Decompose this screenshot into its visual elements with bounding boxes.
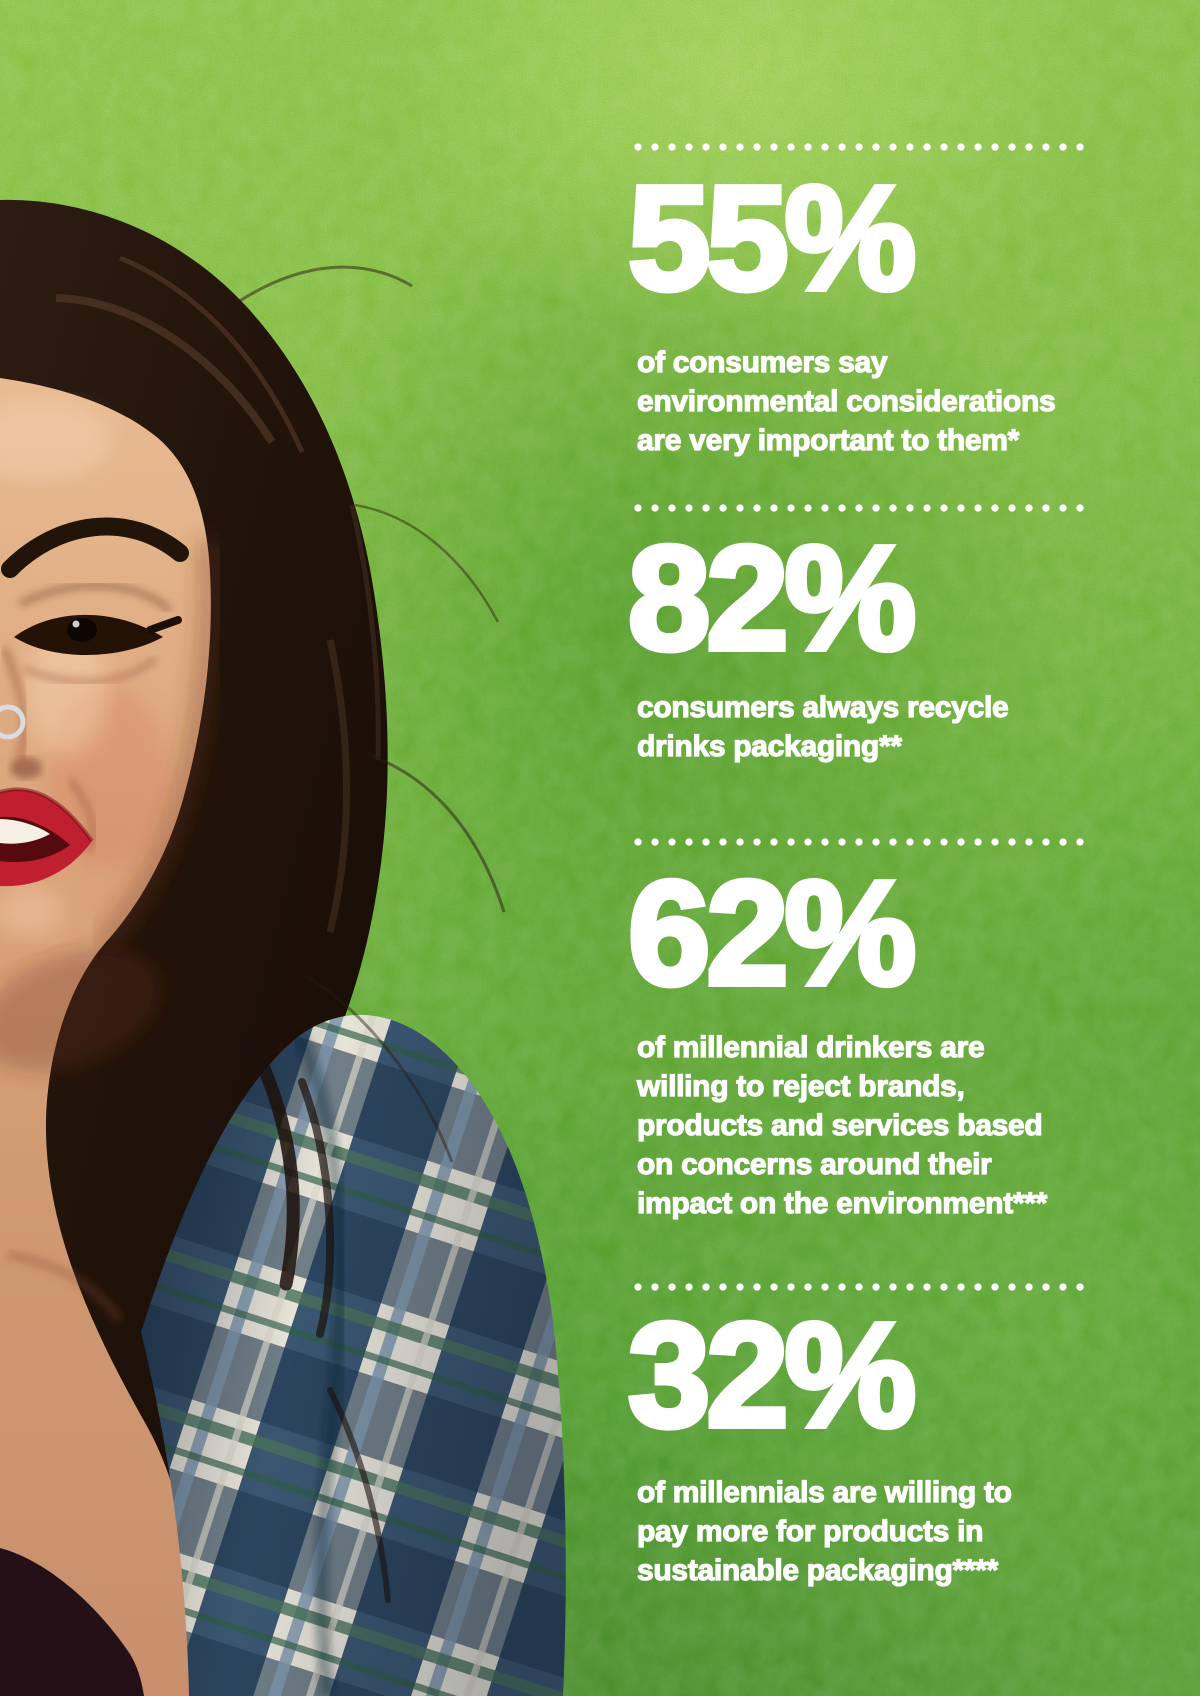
hair-front xyxy=(237,265,506,1603)
dotted-separator xyxy=(634,504,1093,512)
lip-edge xyxy=(0,787,94,843)
stat-description: of consumers say environmental considera… xyxy=(636,343,1056,460)
tank-strap xyxy=(0,1548,144,1696)
stat-description-line: drinks packaging** xyxy=(636,729,902,763)
stat-description-line: products and services based xyxy=(636,1108,1043,1142)
eyelid-crease xyxy=(18,581,173,613)
stat-description: of millennials are willing to pay more f… xyxy=(636,1473,1012,1590)
stat-description: consumers always recycle drinks packagin… xyxy=(636,688,1009,766)
stat-description: of millennial drinkers are willing to re… xyxy=(636,1028,1048,1223)
stat-value: 82% xyxy=(625,516,919,681)
flyaway-hair xyxy=(237,265,413,304)
face-features xyxy=(0,517,189,938)
woman-photo xyxy=(0,199,566,1696)
stat-value: 55% xyxy=(625,156,919,321)
stat-description-line: consumers always recycle xyxy=(636,690,1009,724)
nose-shadow xyxy=(0,646,29,760)
cheek-highlight xyxy=(24,624,108,756)
under-eye-line xyxy=(22,655,159,685)
stat-description-line: willing to reject brands, xyxy=(636,1069,965,1103)
stat-description-line: of millennials are willing to xyxy=(636,1475,1012,1509)
flyaway-hair xyxy=(354,503,500,623)
stat-value: 62% xyxy=(625,851,919,1016)
smile-line xyxy=(67,778,97,854)
shirt-fold xyxy=(292,1032,347,1696)
flyaway-hair xyxy=(371,754,506,913)
stat-description-line: sustainable packaging**** xyxy=(636,1553,998,1587)
stat-description-line: pay more for products in xyxy=(636,1514,984,1548)
stat-description-line: environmental considerations xyxy=(636,384,1056,418)
stat-description-line: on concerns around their xyxy=(636,1147,992,1181)
plaid-shirt xyxy=(141,1014,566,1696)
chin-highlight xyxy=(0,886,64,938)
stat-description-line: impact on the environment*** xyxy=(636,1186,1048,1220)
dotted-separator xyxy=(634,838,1093,846)
eye-glint xyxy=(72,620,80,628)
stat-description-line: are very important to them* xyxy=(636,423,1020,457)
stat-description-line: of consumers say xyxy=(636,345,888,379)
nose-ring xyxy=(0,704,26,740)
eyeliner-wing xyxy=(146,616,182,634)
flyaway-hair xyxy=(304,973,454,1163)
stat-description-line: of millennial drinkers are xyxy=(636,1030,985,1064)
eyebrow xyxy=(1,517,189,578)
dotted-separator xyxy=(634,1283,1093,1291)
teeth xyxy=(0,819,50,844)
dotted-separator xyxy=(634,143,1093,151)
nostril xyxy=(10,757,42,779)
stat-value: 32% xyxy=(625,1293,919,1458)
